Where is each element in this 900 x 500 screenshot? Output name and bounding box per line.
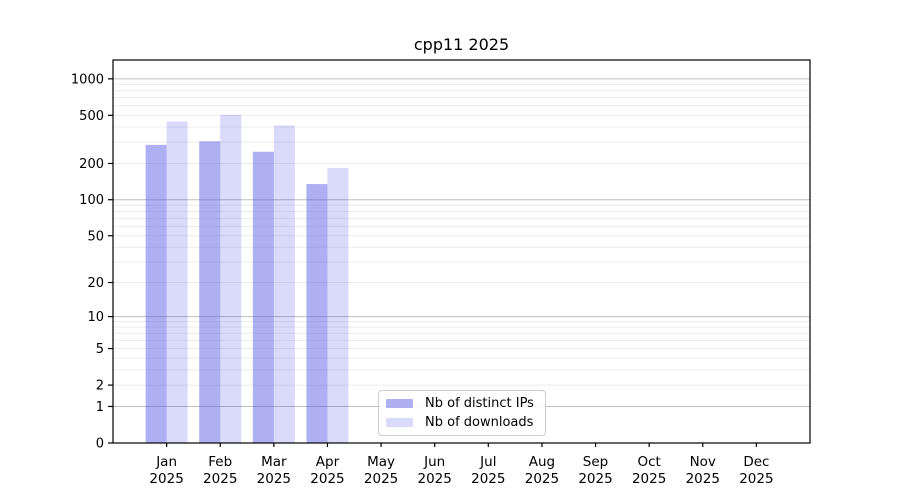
x-tick-label-month: Jun: [423, 454, 445, 470]
y-tick-label: 5: [96, 342, 104, 357]
legend-item-downloads: Nb of downloads: [386, 415, 545, 430]
y-tick-label: 100: [79, 193, 104, 208]
x-tick-label-month: Sep: [583, 454, 608, 470]
x-tick-label-year: 2025: [310, 471, 344, 487]
y-tick-label: 1: [96, 400, 104, 415]
x-tick-label-month: Dec: [743, 454, 769, 470]
bar-distinct-ips: [145, 144, 167, 443]
legend-swatch-downloads: [386, 418, 413, 428]
x-tick-label-year: 2025: [149, 471, 183, 487]
x-tick-label-year: 2025: [257, 471, 291, 487]
x-tick-label-month: Oct: [637, 454, 660, 470]
x-tick-label-year: 2025: [739, 471, 773, 487]
x-tick-label-year: 2025: [686, 471, 720, 487]
x-tick-label-year: 2025: [203, 471, 237, 487]
y-tick-label: 20: [87, 276, 104, 291]
plot-frame: [112, 59, 811, 444]
y-tick-label: 2: [96, 379, 104, 394]
y-tick-label: 500: [79, 109, 104, 124]
legend-item-distinct-ips: Nb of distinct IPs: [386, 396, 545, 411]
x-tick-label-month: Nov: [690, 454, 716, 470]
legend-label-distinct-ips: Nb of distinct IPs: [425, 395, 534, 411]
y-tick-label: 1000: [71, 72, 104, 87]
bar-distinct-ips: [306, 184, 328, 443]
bar-downloads: [273, 125, 295, 443]
bar-distinct-ips: [199, 141, 221, 443]
x-tick-label-year: 2025: [418, 471, 452, 487]
legend-swatch-distinct-ips: [386, 398, 413, 408]
x-tick-label-month: May: [367, 454, 395, 470]
x-tick-label-month: Aug: [529, 454, 555, 470]
x-tick-label-year: 2025: [364, 471, 398, 487]
x-tick-label-year: 2025: [525, 471, 559, 487]
x-tick-label-month: Apr: [316, 454, 340, 470]
y-tick-label: 10: [87, 310, 104, 325]
x-tick-label-month: Jan: [155, 454, 177, 470]
legend-label-downloads: Nb of downloads: [425, 415, 534, 431]
x-tick-label-year: 2025: [632, 471, 666, 487]
bar-distinct-ips: [252, 151, 274, 443]
x-tick-label-year: 2025: [471, 471, 505, 487]
x-tick-label-month: Jul: [479, 454, 496, 470]
legend: Nb of distinct IPs Nb of downloads: [378, 390, 546, 436]
y-tick-label: 200: [79, 157, 104, 172]
x-tick-label-month: Feb: [208, 454, 232, 470]
chart-title: cpp11 2025: [413, 35, 510, 54]
x-tick-label-month: Mar: [261, 454, 287, 470]
y-tick-label: 50: [87, 229, 104, 244]
bar-downloads: [166, 121, 188, 444]
bar-downloads: [327, 168, 349, 443]
bar-downloads: [220, 114, 242, 443]
x-tick-label-year: 2025: [578, 471, 612, 487]
y-tick-label: 0: [96, 437, 104, 452]
